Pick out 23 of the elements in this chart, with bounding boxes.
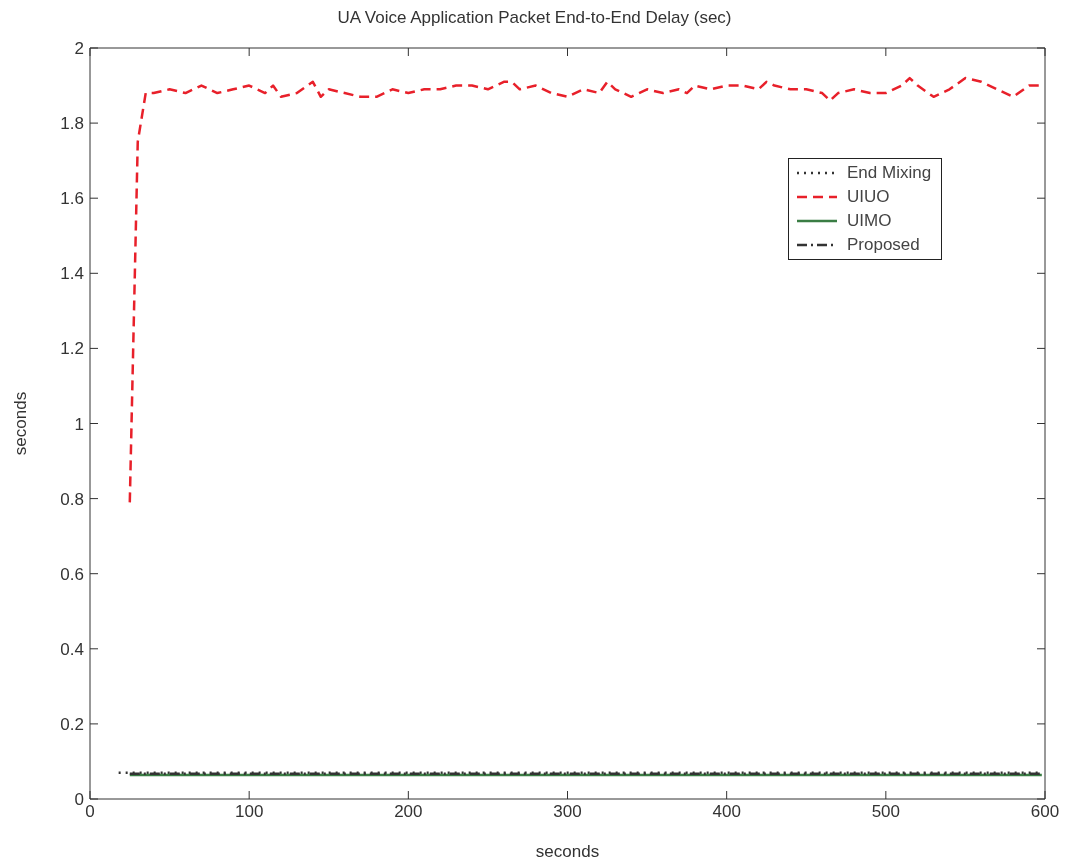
y-tick-label: 1.2 (60, 339, 84, 359)
y-tick-label: 2 (74, 39, 84, 59)
y-tick-label: 1 (74, 414, 84, 434)
x-tick-label: 400 (712, 802, 741, 822)
legend-label: End Mixing (847, 163, 932, 183)
y-tick-label: 0.4 (60, 639, 84, 659)
x-tick-label: 600 (1030, 802, 1060, 822)
y-tick-label: 1.8 (60, 114, 84, 134)
x-tick-label: 500 (871, 802, 901, 822)
chart-title: UA Voice Application Packet End-to-End Delay (sec) (336, 8, 733, 29)
x-axis-title: seconds (535, 842, 600, 861)
y-tick-label: 1.6 (60, 189, 84, 209)
y-tick-label: 0.2 (60, 714, 84, 734)
x-tick-label: 100 (234, 802, 264, 822)
y-tick-label: 0.8 (60, 489, 84, 509)
y-tick-label: 0.6 (60, 564, 84, 584)
legend-label: Proposed (847, 235, 920, 255)
x-tick-label: 300 (553, 802, 582, 822)
y-axis-title: seconds (11, 391, 31, 456)
legend-label: UIMO (847, 211, 892, 231)
legend-label: UIUO (847, 187, 890, 207)
x-tick-label: 200 (394, 802, 423, 822)
y-tick-label: 1.4 (60, 264, 84, 284)
